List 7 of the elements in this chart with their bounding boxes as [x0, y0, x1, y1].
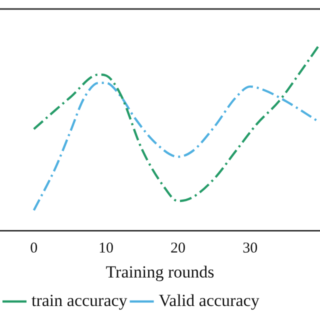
x-tick-label: 10 [98, 240, 114, 257]
x-tick-label: 30 [242, 240, 258, 257]
x-tick-label: 20 [170, 240, 186, 257]
legend-label: Valid accuracy [158, 290, 260, 310]
legend-label: train accuracy [32, 290, 128, 310]
x-tick-label: 0 [30, 240, 38, 257]
x-axis-title: Training rounds [106, 262, 214, 282]
